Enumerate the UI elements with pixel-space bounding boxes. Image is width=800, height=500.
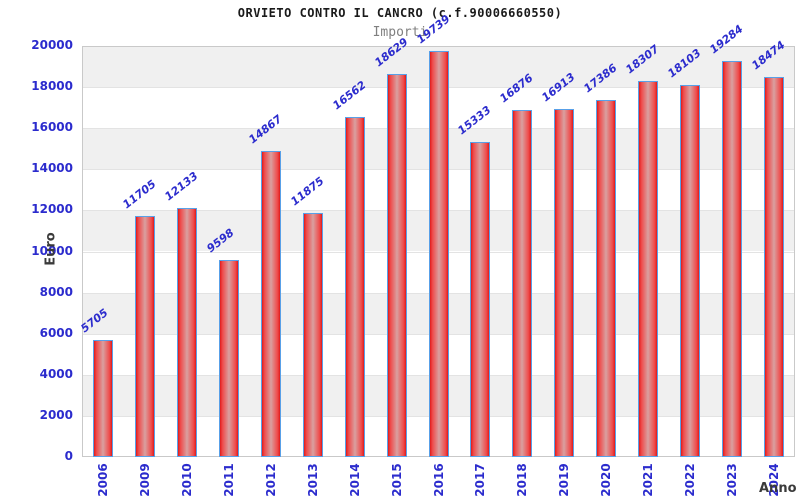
y-tick-label: 6000	[39, 325, 73, 340]
bar-2023	[722, 60, 743, 457]
bar-2010	[176, 207, 197, 457]
bar-2012	[260, 151, 281, 457]
x-tick-label-2019: 2019	[557, 463, 572, 497]
x-tick-label-2023: 2023	[725, 463, 740, 497]
bar-2022	[680, 84, 701, 457]
bar-2017	[470, 141, 491, 457]
bar-2018	[512, 110, 533, 457]
x-tick-label-2017: 2017	[473, 463, 488, 497]
y-tick-label: 0	[64, 449, 73, 463]
chart-subtitle: Importi	[372, 25, 428, 40]
x-tick-label-2021: 2021	[641, 463, 656, 497]
y-tick-label: 2000	[39, 407, 73, 422]
bar-2011	[218, 259, 239, 457]
y-tick-label: 8000	[39, 284, 73, 299]
bar-2019	[554, 109, 575, 457]
x-tick-label-2020: 2020	[599, 463, 614, 497]
bar-2020	[596, 99, 617, 457]
bar-2014	[344, 116, 365, 457]
x-tick-label-2010: 2010	[179, 463, 194, 497]
y-tick-label: 14000	[31, 161, 73, 176]
bar-2016	[428, 51, 449, 457]
bar-2024	[764, 77, 785, 457]
x-tick-label-2006: 2006	[95, 463, 110, 497]
x-tick-label-2009: 2009	[137, 463, 152, 497]
y-tick-label: 12000	[31, 202, 73, 217]
y-axis-label: Euro	[43, 232, 59, 266]
chart-title: ORVIETO CONTRO IL CANCRO (c.f.9000666055…	[237, 6, 563, 20]
y-tick-label: 10000	[31, 243, 73, 258]
bar-2015	[386, 74, 407, 457]
bar-2021	[638, 80, 659, 457]
x-tick-label-2013: 2013	[305, 463, 320, 497]
y-tick-label: 4000	[39, 366, 73, 381]
x-axis-label: Anno	[759, 481, 797, 496]
bar-2009	[134, 216, 155, 457]
x-tick-label-2011: 2011	[221, 463, 236, 497]
bar-2013	[302, 212, 323, 457]
x-tick-label-2015: 2015	[389, 463, 404, 497]
x-tick-label-2014: 2014	[347, 463, 362, 497]
bar-2006	[92, 339, 113, 457]
x-tick-label-2016: 2016	[431, 463, 446, 497]
y-tick-label: 16000	[31, 120, 73, 135]
x-tick-label-2012: 2012	[263, 463, 278, 497]
y-tick-label: 18000	[31, 79, 73, 94]
y-tick-label: 20000	[31, 38, 73, 52]
x-tick-label-2018: 2018	[515, 463, 530, 497]
x-tick-label-2022: 2022	[683, 463, 698, 497]
